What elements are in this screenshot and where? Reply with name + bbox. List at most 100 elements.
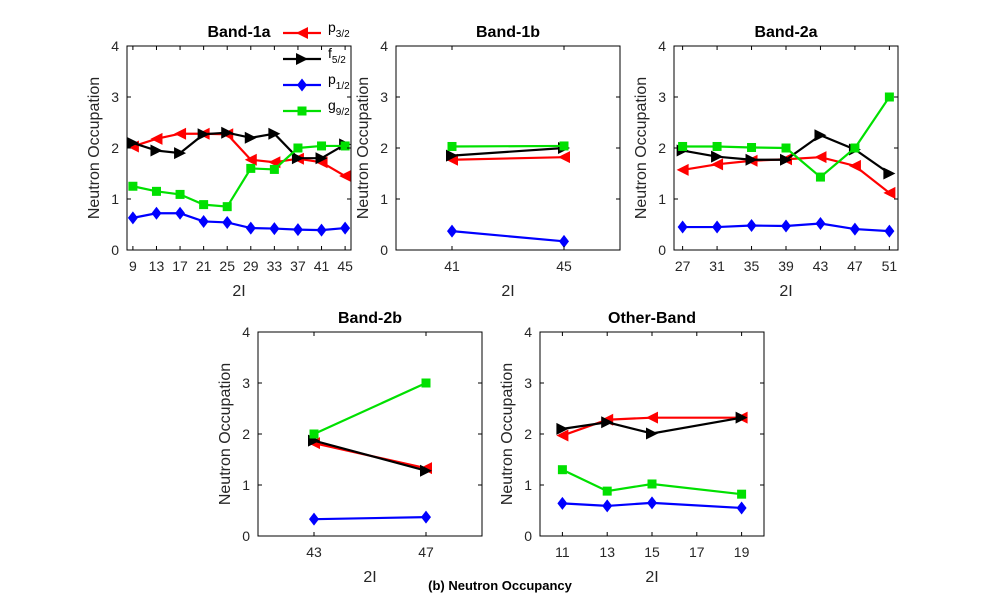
data-point-p32 [883, 186, 896, 199]
x-axis-label: 2I [363, 569, 376, 586]
data-point-g92 [293, 143, 303, 153]
x-tick-label: 43 [306, 544, 322, 560]
data-point-f52 [814, 129, 827, 142]
x-tick-label: 17 [172, 258, 188, 274]
y-tick-label: 2 [380, 140, 388, 156]
panel-other-band: 0 1 2 3 4 11 13 15 17 19 Other-Band 2I Neutron Occup… [499, 310, 765, 586]
y-tick-label: 2 [242, 426, 250, 442]
legend-label-f52: f5/2 [328, 45, 346, 66]
data-point-f52 [268, 127, 281, 140]
y-axis-label: Neutron Occupation [86, 77, 103, 219]
x-tick-label: 41 [314, 258, 330, 274]
data-point-p12 [815, 216, 826, 230]
data-point-p12 [292, 223, 303, 237]
x-tick-label: 19 [734, 544, 750, 560]
data-point-f52 [883, 167, 896, 180]
x-tick-label: 11 [555, 544, 570, 560]
data-point-g92 [309, 429, 319, 439]
data-point-p12 [884, 224, 895, 238]
data-point-p32 [150, 132, 163, 145]
data-point-g92 [647, 479, 657, 489]
x-axis-label: 2I [501, 283, 514, 300]
x-tick-label: 9 [129, 258, 137, 274]
series-line-g92 [561, 468, 742, 496]
data-point-p12 [602, 499, 613, 513]
data-point-f52 [556, 422, 569, 435]
panel-band-1b: 0 1 2 3 4 41 45 Band-1b 2I Neutron Occupation [355, 24, 621, 300]
data-point-f52 [780, 153, 792, 166]
x-tick-label: 17 [689, 544, 705, 560]
data-point-p12 [222, 215, 233, 229]
data-point-g92 [447, 141, 457, 151]
data-point-p32 [558, 151, 570, 164]
panel-band-2a: 0 1 2 3 4 27 31 35 39 43 47 51 Band-2a 2I Neutron Occu… [633, 24, 899, 300]
y-axis-label: Neutron Occupation [355, 77, 372, 219]
data-point-g92 [199, 200, 209, 210]
data-point-g92 [737, 489, 747, 499]
panel-title: Other-Band [608, 310, 696, 327]
y-tick-label: 4 [242, 324, 250, 340]
data-point-g92 [559, 141, 569, 151]
legend-label-g92: g9/2 [328, 97, 350, 118]
data-point-p12 [340, 221, 351, 235]
x-tick-label: 25 [219, 258, 235, 274]
x-tick-label: 15 [644, 544, 660, 560]
data-point-g92 [222, 202, 232, 212]
data-point-f52 [126, 136, 139, 149]
panel-title: Band-1b [476, 24, 540, 41]
data-point-f52 [221, 126, 234, 139]
y-axis-label: Neutron Occupation [499, 363, 516, 505]
data-point-p12 [559, 234, 569, 248]
y-axis-label: Neutron Occupation [633, 77, 650, 219]
panel-band-2b: 0 1 2 3 4 43 47 Band-2b 2I Neutron Occupation [217, 310, 483, 586]
y-tick-label: 2 [524, 426, 532, 442]
data-point-p32 [244, 153, 257, 166]
data-point-p12 [677, 220, 688, 234]
data-point-p32 [646, 411, 658, 424]
data-point-f52 [711, 150, 724, 163]
y-tick-label: 0 [242, 528, 250, 544]
y-tick-label: 4 [524, 324, 532, 340]
data-point-g92 [175, 189, 185, 199]
x-tick-label: 37 [290, 258, 306, 274]
series-line-p12 [313, 516, 427, 521]
data-point-p12 [309, 512, 319, 526]
series-line-f52 [132, 131, 346, 160]
panel-title: Band-2b [338, 310, 402, 327]
series-line-p32 [451, 156, 565, 161]
data-point-p32 [174, 127, 187, 140]
x-tick-label: 39 [778, 258, 794, 274]
x-tick-label: 51 [882, 258, 898, 274]
y-tick-label: 3 [658, 89, 666, 105]
data-point-p32 [848, 159, 861, 172]
data-point-p12 [151, 206, 162, 220]
legend-marker-g92 [297, 106, 307, 116]
series-line-f52 [562, 416, 742, 435]
series-line-p12 [132, 212, 346, 232]
data-point-p32 [711, 158, 724, 171]
data-point-f52 [646, 427, 658, 440]
data-point-f52 [174, 147, 187, 160]
y-tick-label: 1 [524, 477, 532, 493]
y-tick-label: 0 [658, 242, 666, 258]
data-point-p32 [339, 170, 352, 183]
x-tick-label: 27 [675, 258, 691, 274]
data-point-g92 [128, 181, 138, 191]
x-tick-label: 33 [267, 258, 283, 274]
data-point-p12 [712, 220, 723, 234]
data-point-p12 [127, 211, 138, 225]
panel-title: Band-1a [207, 24, 270, 41]
figure-caption: (b) Neutron Occupancy [428, 578, 573, 593]
data-point-f52 [745, 153, 758, 166]
data-point-f52 [315, 152, 328, 165]
series-line-f52 [451, 146, 565, 157]
x-axis-label: 2I [645, 569, 658, 586]
y-tick-label: 4 [658, 38, 666, 54]
legend-marker-p32 [296, 27, 308, 39]
data-point-g92 [317, 141, 327, 151]
y-axis-label: Neutron Occupation [217, 363, 234, 505]
x-axis-label: 2I [232, 283, 245, 300]
series-line-p12 [562, 501, 742, 510]
series-line-g92 [451, 144, 565, 148]
